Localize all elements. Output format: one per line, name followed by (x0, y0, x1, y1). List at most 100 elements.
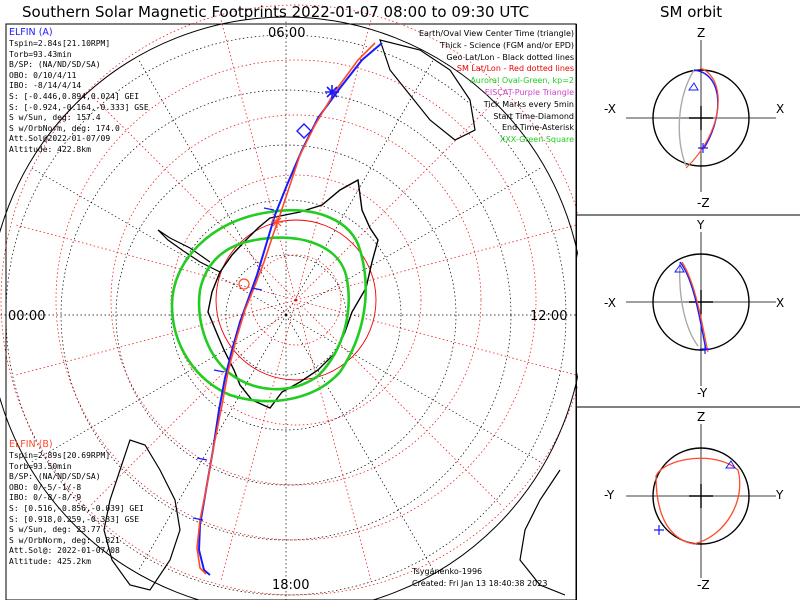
elfin-a-info-line: IBO: -8/14/4/14 (9, 81, 82, 91)
tick-marks-a (192, 207, 275, 521)
sm-longitude-line (295, 94, 502, 301)
legend-entry: Tick Marks every 5min (483, 99, 574, 109)
plot-title: Southern Solar Magnetic Footprints 2022-… (22, 3, 530, 21)
sm-longitude-line (220, 299, 297, 581)
geo-longitude-line (285, 166, 543, 316)
sm3-label-top: Z (697, 410, 706, 424)
sm-longitude-line (220, 19, 297, 301)
footprint-map (0, 4, 578, 600)
sm1-label-left: -X (604, 102, 616, 116)
earth-outline (0, 16, 578, 600)
sm-longitude-line (295, 299, 372, 581)
sm-longitude-line (295, 299, 577, 376)
elfin-b-info-line: B/SP: (NA/ND/SD/SA) (9, 472, 101, 482)
legend-entry: Auroral Oval-Green, kp=2 (470, 76, 574, 86)
sm3-label-bottom: -Z (697, 578, 710, 592)
legend-entry: Thick - Science (FGM and/or EPD) (440, 40, 574, 50)
elfin-b-info-line: Tspin=2.89s[20.69RPM] (9, 451, 111, 460)
sm2-label-right: X (776, 296, 785, 310)
sm1-label-top: Z (697, 26, 706, 40)
elfin-a-info-line: B/SP: (NA/ND/SD/SA) (9, 60, 101, 70)
elfin-b-info-line: Att.Sol@: 2022-01-07/08 (9, 546, 120, 556)
geo-longitude-line (29, 166, 287, 316)
geo-latitude-circle (170, 199, 402, 431)
hour-label-left: 00:00 (8, 309, 46, 324)
elfin-b-info-line: OBO: 0/-5/-1/-8 (9, 482, 82, 492)
legend-entry: SM Lat/Lon - Red dotted lines (456, 64, 574, 74)
legend-entry: Geo Lat/Lon - Black dotted lines (446, 52, 574, 62)
elfin-b-info-line: S: [0.918,0.259,-0.333] GSE (9, 514, 140, 524)
track-markers (192, 85, 339, 521)
australia-coastline (519, 469, 566, 596)
elfin-a-end-asterisk (325, 85, 339, 99)
elfin-a-info-line: S w/OrbNorm, deg: 174.0 (9, 123, 120, 133)
sm2-label-bottom: -Y (697, 386, 708, 400)
sm2-label-top: Y (697, 218, 705, 232)
geo-longitude-line (137, 314, 287, 572)
elfin-a-info-line: Torb=93.43min (9, 49, 72, 59)
sm-orbit-panels (576, 24, 800, 600)
elfin-a-info-line: Tspin=2.84s[21.10RPM] (9, 39, 111, 48)
geo-longitude-line (285, 58, 435, 316)
elfin-b-info-line: S w/OrbNorm, deg: 0.821 (9, 535, 120, 545)
legend-entry: End Time-Asterisk (501, 123, 574, 133)
sm-panel-xz (626, 40, 776, 192)
elfin-b-end-asterisk (271, 216, 283, 228)
sm-inner-circle (215, 219, 377, 381)
sm-longitude-line (15, 299, 297, 376)
elfin-b-info-line: Torb=93.50min (9, 461, 72, 471)
sm-latitude-circle (55, 59, 537, 541)
elfin-b-info-line: S w/Sun, deg: 23.77 (9, 525, 101, 535)
sm-longitude-line (15, 224, 297, 301)
south-america-coastline (103, 439, 181, 591)
sm-longitude-line (295, 224, 577, 301)
hour-label-bottom: 18:00 (272, 578, 310, 593)
geo-longitude-line (137, 58, 287, 316)
sm-longitude-line (295, 19, 372, 301)
elfin-a-info-line: S w/Sun, deg: 157.4 (9, 113, 101, 123)
sm1-label-bottom: -Z (697, 196, 710, 210)
antarctica-coastline (207, 178, 379, 409)
sm3-label-right: Y (776, 488, 784, 502)
sm-latitude-circle (110, 114, 482, 486)
elfin-b-info-line: S: [0.516,-0.856,-0.039] GEI (9, 503, 144, 513)
sm-orbit-title: SM orbit (660, 3, 723, 21)
credits-author: Tsyganenko-1996 (412, 567, 483, 576)
auroral-oval (170, 209, 368, 403)
elfin-b-track (196, 42, 376, 575)
sm-latitude-circle (250, 254, 342, 346)
legend-entry: Earth/Oval View Center Time (triangle) (418, 29, 574, 38)
elfin-b-info-line: IBO: 0/-8/-8/-9 (9, 493, 82, 503)
elfin-a-info-line: OBO: 0/10/4/11 (9, 70, 77, 80)
geo-longitude-line (285, 314, 543, 464)
hour-label-top: 06:00 (268, 26, 306, 41)
elfin-b-start-marker (238, 278, 250, 290)
auroral-oval-inner (197, 236, 350, 391)
geo-latitude-circle (115, 144, 457, 486)
elfin-a-name: ELFIN (A) (9, 27, 53, 38)
sm-panel-yz (626, 424, 776, 578)
geo-grid (0, 19, 578, 600)
elfin-a-info-line: S: [-0.924,-0.164,-0.333] GSE (9, 102, 149, 112)
sm-longitude-line (295, 299, 502, 506)
geo-longitude-line (29, 314, 287, 464)
elfin-a-info-line: S: [-0.446,0.894,0.024] GEI (9, 91, 140, 101)
legend-entry: XXX-Green Square (499, 135, 574, 145)
legend: Earth/Oval View Center Time (triangle) Th… (419, 28, 574, 146)
elfin-a-info: ELFIN (A) Tspin=2.84s[21.10RPM] Torb=93.4… (9, 26, 149, 156)
sm2-label-left: -X (604, 296, 616, 310)
elfin-b-info: ELFIN (B) Tspin=2.89s[20.69RPM] Torb=93.5… (9, 438, 144, 568)
africa-coastline (379, 39, 476, 141)
sm1-label-right: X (776, 102, 785, 116)
elfin-b-info-line: Altitude: 425.2km (9, 556, 91, 566)
sm-longitude-line (90, 299, 297, 506)
elfin-a-info-line: Altitude: 422.8km (9, 144, 91, 154)
legend-entry: Start Time-Diamond (493, 111, 574, 121)
peninsula-coastline (157, 229, 221, 273)
legend-entry: EISCAT-Purple Triangle (484, 87, 574, 97)
geo-longitude-line (285, 314, 435, 572)
credits-created: Created: Fri Jan 13 18:40:38 2023 (412, 579, 548, 588)
elfin-a-info-line: Att.Sol@2022-01-07/09 (9, 134, 111, 144)
credits: Tsyganenko-1996 Created: Fri Jan 13 18:4… (412, 566, 547, 590)
sm-panel-xy (626, 232, 776, 386)
